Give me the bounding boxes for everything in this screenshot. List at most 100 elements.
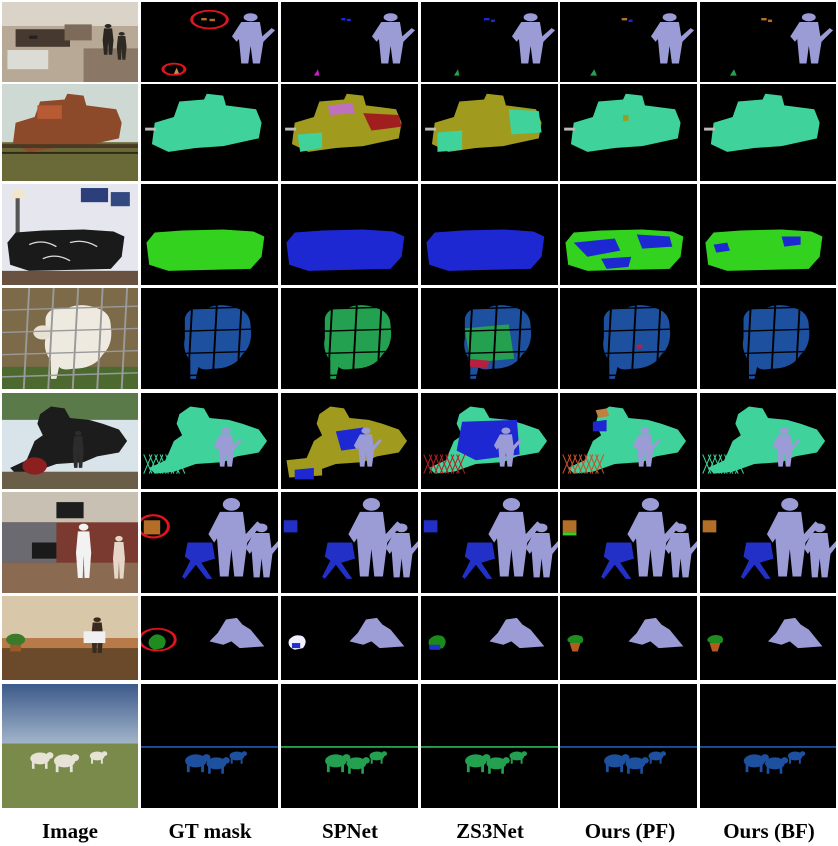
segmentation-mask	[567, 617, 684, 652]
cell-sofa-room-pf	[560, 184, 697, 285]
cell-person-with-plant-image	[2, 596, 138, 680]
input-photo	[2, 393, 138, 489]
segmentation-mask	[146, 229, 265, 271]
cell-sofa-room-image	[2, 184, 138, 285]
cell-steam-train-person-gt	[141, 393, 278, 489]
segmentation-mask	[141, 746, 278, 774]
cell-person-with-plant-zs3net	[421, 596, 558, 680]
segmentation-mask	[700, 746, 836, 774]
cell-sheep-behind-fence-zs3net	[421, 288, 558, 389]
cell-locomotive-yard-gt	[141, 84, 278, 181]
cell-person-with-plant-gt	[141, 596, 278, 680]
cell-sheep-behind-fence-spnet	[281, 288, 418, 389]
cell-living-room-children-image	[2, 492, 138, 593]
segmentation-mask	[560, 746, 697, 774]
segmentation-mask	[161, 9, 276, 76]
segmentation-mask	[425, 93, 542, 152]
segmentation-mask	[565, 229, 684, 271]
segmentation-mask	[281, 746, 418, 774]
cell-office-people-spnet	[281, 2, 418, 82]
segmentation-mask	[560, 288, 697, 389]
cell-sofa-room-bf	[700, 184, 836, 285]
cell-locomotive-yard-image	[2, 84, 138, 181]
highlight-circle	[190, 9, 229, 30]
column-label-zs3net: ZS3Net	[456, 819, 524, 843]
input-photo	[2, 596, 138, 680]
cell-office-people-bf	[700, 2, 836, 82]
cell-steam-train-person-image	[2, 393, 138, 489]
cell-steam-train-person-bf	[700, 393, 836, 489]
highlight-circle	[161, 62, 187, 76]
cell-living-room-children-zs3net	[421, 492, 558, 593]
cell-steam-train-person-pf	[560, 393, 697, 489]
cell-sofa-room-gt	[141, 184, 278, 285]
column-label-image: Image	[42, 819, 98, 843]
input-photo	[2, 2, 138, 82]
cell-sheep-behind-fence-bf	[700, 288, 836, 389]
cell-steam-train-person-zs3net	[421, 393, 558, 489]
segmentation-mask	[286, 406, 408, 480]
segmentation-mask	[421, 288, 558, 389]
cell-living-room-children-spnet	[281, 492, 418, 593]
segmentation-mask	[145, 93, 262, 152]
cell-steam-train-person-spnet	[281, 393, 418, 489]
input-photo	[2, 288, 138, 389]
input-photo	[2, 492, 138, 593]
cell-living-room-children-gt	[141, 492, 278, 593]
cell-sheep-on-field-image	[2, 684, 138, 808]
cell-locomotive-yard-spnet	[281, 84, 418, 181]
segmentation-mask	[700, 288, 836, 389]
column-label-gt-mask: GT mask	[168, 819, 252, 843]
cell-locomotive-yard-zs3net	[421, 84, 558, 181]
segmentation-mask	[281, 288, 418, 389]
segmentation-mask	[705, 229, 823, 271]
cell-living-room-children-pf	[560, 492, 697, 593]
highlight-circle	[141, 514, 170, 539]
cell-person-with-plant-pf	[560, 596, 697, 680]
cell-office-people-zs3net	[421, 2, 558, 82]
cell-sheep-behind-fence-gt	[141, 288, 278, 389]
segmentation-mask	[702, 498, 836, 579]
segmentation-mask	[283, 498, 418, 579]
segmentation-mask	[423, 406, 548, 474]
segmentation-mask	[426, 229, 545, 271]
cell-office-people-gt	[141, 2, 278, 82]
cell-living-room-children-bf	[700, 492, 836, 593]
segmentation-mask	[286, 229, 405, 271]
cell-locomotive-yard-pf	[560, 84, 697, 181]
cell-sheep-behind-fence-pf	[560, 288, 697, 389]
input-photo	[2, 84, 138, 181]
input-photo	[2, 184, 138, 285]
cell-sheep-on-field-bf	[700, 684, 836, 808]
column-label-ours-pf: Ours (PF)	[584, 819, 676, 843]
input-photo	[2, 684, 138, 808]
cell-sofa-room-zs3net	[421, 184, 558, 285]
segmentation-mask	[141, 617, 265, 652]
segmentation-mask	[729, 13, 834, 76]
segmentation-mask	[285, 93, 402, 152]
segmentation-mask	[143, 406, 268, 474]
segmentation-mask	[423, 498, 558, 579]
column-label-ours-bf: Ours (BF)	[723, 819, 815, 843]
segmentation-mask	[707, 617, 823, 652]
cell-sheep-on-field-zs3net	[421, 684, 558, 808]
cell-sofa-room-spnet	[281, 184, 418, 285]
cell-office-people-image	[2, 2, 138, 82]
cell-person-with-plant-spnet	[281, 596, 418, 680]
segmentation-mask	[428, 617, 545, 650]
segmentation-mask	[288, 617, 405, 650]
segmentation-mask	[562, 406, 687, 474]
cell-person-with-plant-bf	[700, 596, 836, 680]
column-label-spnet: SPNet	[322, 819, 378, 843]
segmentation-mask	[702, 406, 826, 474]
cell-locomotive-yard-bf	[700, 84, 836, 181]
segmentation-mask	[590, 13, 695, 76]
cell-office-people-pf	[560, 2, 697, 82]
segmentation-mask	[704, 93, 820, 152]
segmentation-mask	[564, 93, 681, 152]
segmentation-mask	[453, 13, 556, 76]
segmentation-mask	[562, 498, 697, 579]
cell-sheep-on-field-gt	[141, 684, 278, 808]
highlight-circle	[141, 627, 177, 652]
